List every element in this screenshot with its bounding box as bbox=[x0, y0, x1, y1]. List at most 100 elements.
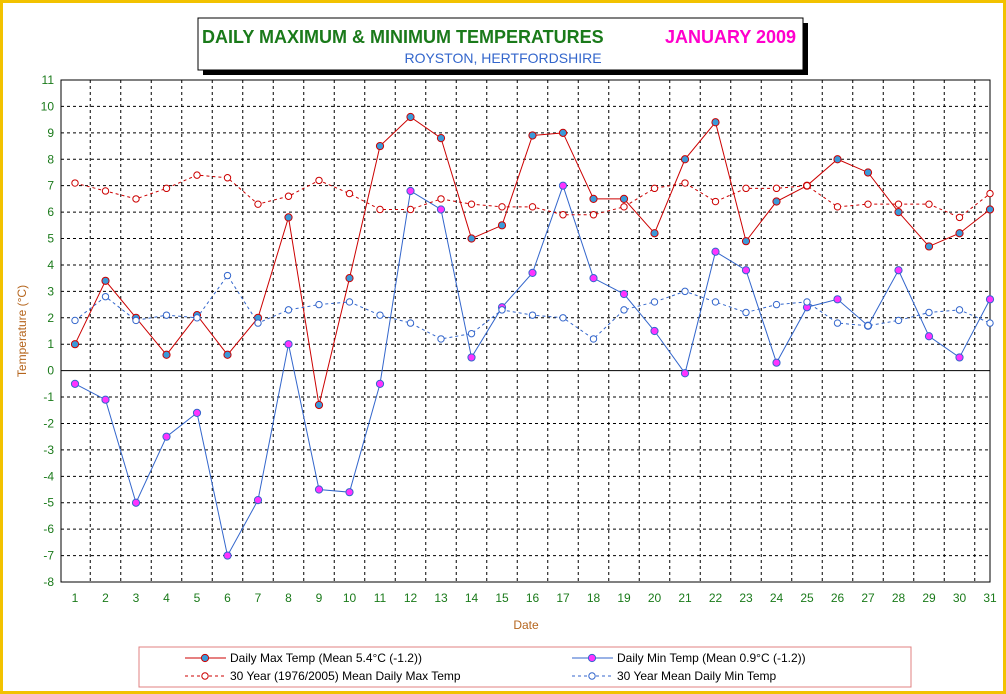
legend-marker bbox=[200, 653, 210, 663]
data-point bbox=[741, 266, 751, 275]
data-point bbox=[894, 200, 903, 208]
data-point bbox=[711, 197, 720, 206]
data-point bbox=[986, 189, 994, 198]
data-point bbox=[162, 311, 171, 319]
data-point bbox=[864, 200, 872, 208]
y-tick-label: 5 bbox=[47, 232, 54, 246]
data-point bbox=[101, 395, 110, 404]
data-point bbox=[497, 221, 507, 230]
data-point bbox=[467, 329, 476, 338]
data-point bbox=[223, 350, 232, 359]
y-tick-label: 4 bbox=[47, 258, 54, 272]
x-axis-label: Date bbox=[513, 618, 539, 632]
data-point bbox=[406, 319, 415, 327]
y-tick-label: -2 bbox=[43, 416, 54, 430]
x-tick-label: 13 bbox=[434, 591, 448, 605]
data-point bbox=[528, 203, 537, 211]
x-tick-label: 15 bbox=[495, 591, 509, 605]
data-point bbox=[803, 181, 811, 190]
data-point bbox=[864, 322, 872, 330]
data-point bbox=[101, 187, 110, 195]
x-tick-label: 21 bbox=[678, 591, 692, 605]
data-point bbox=[863, 168, 873, 177]
y-tick-label: 1 bbox=[47, 337, 54, 351]
data-point bbox=[619, 194, 629, 203]
data-point bbox=[680, 155, 690, 164]
data-point bbox=[833, 319, 842, 327]
data-point bbox=[436, 134, 446, 143]
data-point bbox=[406, 205, 415, 214]
data-point bbox=[437, 195, 445, 203]
data-point bbox=[467, 353, 476, 362]
data-point bbox=[772, 358, 781, 367]
data-point bbox=[955, 306, 964, 314]
data-point bbox=[284, 192, 293, 200]
data-point bbox=[193, 171, 201, 179]
x-tick-label: 8 bbox=[285, 591, 292, 605]
y-tick-label: -6 bbox=[43, 522, 54, 536]
data-point bbox=[924, 242, 934, 251]
data-point bbox=[589, 274, 598, 283]
data-point bbox=[223, 271, 232, 280]
y-tick-label: -8 bbox=[43, 575, 54, 589]
data-point bbox=[437, 335, 445, 343]
y-tick-label: 6 bbox=[47, 205, 54, 219]
x-tick-label: 26 bbox=[831, 591, 845, 605]
data-point bbox=[589, 335, 598, 343]
data-point bbox=[741, 237, 751, 246]
y-tick-label: -1 bbox=[43, 390, 54, 404]
x-tick-label: 4 bbox=[163, 591, 170, 605]
data-point bbox=[681, 179, 689, 187]
chart-title: DAILY MAXIMUM & MINIMUM TEMPERATURES bbox=[202, 27, 604, 47]
data-point bbox=[254, 319, 262, 327]
y-tick-label: -3 bbox=[43, 443, 54, 457]
x-tick-label: 24 bbox=[770, 591, 784, 605]
data-point bbox=[345, 488, 354, 497]
data-point bbox=[162, 350, 171, 359]
chart-period: JANUARY 2009 bbox=[665, 27, 796, 47]
data-point bbox=[223, 174, 232, 182]
x-tick-label: 7 bbox=[255, 591, 262, 605]
y-tick-label: 7 bbox=[47, 179, 54, 193]
data-point bbox=[772, 197, 781, 206]
y-tick-label: -7 bbox=[43, 549, 54, 563]
data-point bbox=[101, 292, 110, 301]
data-point bbox=[650, 229, 659, 238]
data-point bbox=[498, 203, 506, 211]
data-point bbox=[803, 298, 811, 306]
data-point bbox=[772, 300, 781, 309]
data-point bbox=[955, 353, 964, 362]
data-point bbox=[650, 298, 659, 306]
data-point bbox=[619, 289, 629, 299]
y-tick-label: 0 bbox=[47, 364, 54, 378]
title-box bbox=[197, 17, 804, 71]
data-point bbox=[467, 200, 476, 208]
data-point bbox=[345, 189, 354, 198]
data-point bbox=[986, 319, 994, 327]
data-point bbox=[70, 340, 80, 349]
data-point bbox=[131, 498, 141, 507]
data-point bbox=[101, 276, 110, 285]
data-point bbox=[985, 295, 995, 304]
data-point bbox=[589, 194, 598, 203]
x-tick-label: 31 bbox=[983, 591, 997, 605]
grid-lines bbox=[61, 80, 990, 582]
data-point bbox=[314, 400, 324, 410]
data-point bbox=[650, 326, 659, 336]
data-point bbox=[955, 229, 964, 238]
data-point bbox=[894, 208, 903, 217]
data-point bbox=[559, 314, 567, 322]
x-tick-label: 6 bbox=[224, 591, 231, 605]
data-point bbox=[742, 308, 750, 317]
data-point bbox=[406, 186, 415, 196]
x-tick-label: 25 bbox=[800, 591, 814, 605]
data-point bbox=[70, 379, 80, 388]
data-point bbox=[985, 205, 995, 214]
data-point bbox=[498, 306, 506, 314]
data-point bbox=[284, 213, 293, 222]
data-point bbox=[528, 311, 537, 319]
data-point bbox=[192, 408, 202, 418]
data-point bbox=[680, 369, 690, 378]
y-tick-label: 8 bbox=[47, 152, 54, 166]
data-point bbox=[833, 295, 842, 304]
